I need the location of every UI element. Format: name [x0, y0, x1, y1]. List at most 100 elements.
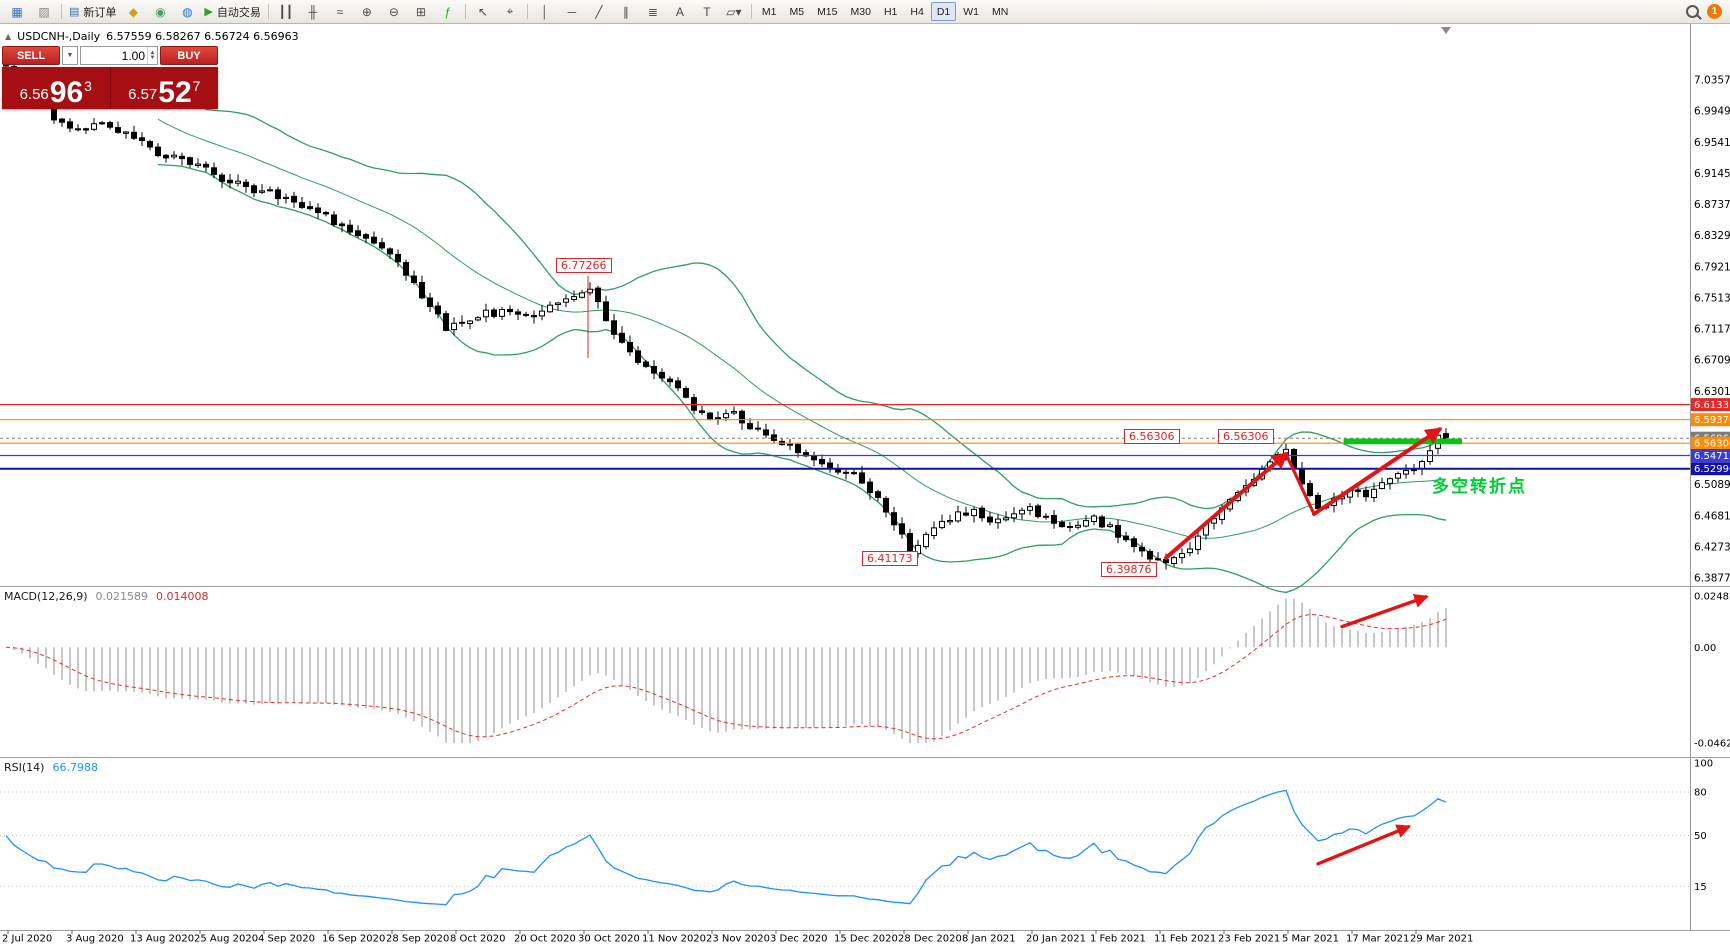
ask-price-pip: 7	[192, 78, 201, 94]
crosshair-icon[interactable]: ⌖	[506, 4, 514, 18]
svg-text:3 Aug 2020: 3 Aug 2020	[66, 934, 124, 945]
new-chart-icon[interactable]: ▦	[11, 4, 23, 19]
svg-text:20 Jan 2021: 20 Jan 2021	[1026, 934, 1086, 945]
search-icon[interactable]	[1686, 5, 1699, 18]
timeframe-mn[interactable]: MN	[992, 5, 1009, 18]
bid-price[interactable]: 6.56 96 3	[2, 67, 110, 109]
shapes-tool-icon[interactable]: ▱▾	[726, 4, 742, 19]
timeframe-m15[interactable]: M15	[817, 5, 838, 18]
channel-tool-icon[interactable]: ∥	[622, 4, 629, 19]
trendline-tool-icon[interactable]: ╱	[595, 4, 603, 19]
toolbar-separator	[526, 4, 528, 19]
svg-text:2 Jul 2020: 2 Jul 2020	[2, 934, 52, 945]
svg-text:28 Sep 2020: 28 Sep 2020	[386, 934, 449, 945]
svg-text:20 Oct 2020: 20 Oct 2020	[514, 934, 576, 945]
accounts-icon[interactable]: ◉	[155, 4, 166, 19]
svg-text:6.91450: 6.91450	[1694, 168, 1730, 180]
svg-text:6.46810: 6.46810	[1694, 510, 1730, 522]
community-icon[interactable]: ◍	[182, 4, 193, 19]
new-order-button[interactable]: ▤ 新订单	[66, 2, 119, 22]
chart-shift-marker	[1441, 27, 1451, 34]
macd-title-text: MACD(12,26,9)	[4, 590, 88, 603]
price-callout: 6.39876	[1101, 562, 1157, 577]
ask-price-prefix: 6.57	[128, 86, 158, 103]
rsi-value: 66.7988	[52, 761, 98, 774]
timeframe-d1[interactable]: D1	[930, 2, 957, 21]
svg-text:6.87370: 6.87370	[1694, 199, 1730, 211]
macd-panel-title: MACD(12,26,9) 0.021589 0.014008	[4, 590, 209, 603]
candlesticks	[3, 55, 1449, 570]
svg-text:15 Dec 2020: 15 Dec 2020	[834, 934, 898, 945]
price-callout: 6.56306	[1218, 429, 1274, 444]
zoom-in-icon[interactable]: ⊕	[361, 4, 372, 19]
svg-text:29 Mar 2021: 29 Mar 2021	[1410, 934, 1473, 945]
svg-text:0.00: 0.00	[1694, 643, 1716, 654]
timeframe-m1[interactable]: M1	[761, 5, 777, 18]
cursor-icon[interactable]: ↖	[477, 4, 488, 19]
indicator-layer	[0, 598, 1690, 906]
svg-text:4 Sep 2020: 4 Sep 2020	[258, 934, 315, 945]
svg-text:6.54712: 6.54712	[1694, 451, 1730, 462]
support-highlight-line	[1343, 438, 1462, 445]
svg-text:6.61331: 6.61331	[1694, 400, 1730, 411]
notification-badge[interactable]: 1	[1707, 4, 1722, 19]
buy-button[interactable]: BUY	[160, 46, 218, 65]
svg-text:0.024821: 0.024821	[1694, 592, 1730, 603]
svg-text:50: 50	[1694, 831, 1707, 842]
svg-text:17 Mar 2021: 17 Mar 2021	[1346, 934, 1409, 945]
bar-chart-icon[interactable]: ┃┃	[278, 4, 294, 19]
toolbar-separator	[267, 4, 269, 19]
collapse-trade-panel-icon[interactable]: ▲	[5, 32, 12, 41]
bid-price-prefix: 6.56	[19, 86, 49, 103]
candlestick-chart-icon[interactable]: ╫	[308, 4, 318, 19]
lot-dropdown-icon[interactable]: ▼	[62, 46, 78, 65]
chart-region: 7.03570 6.99490 6.95410 6.91450 6.87370 6.832…	[0, 24, 1730, 950]
zoom-out-icon[interactable]: ⊖	[388, 4, 399, 19]
autotrading-button[interactable]: ▶ 自动交易	[201, 2, 263, 22]
horizontal-line-tool-icon[interactable]: ─	[567, 4, 577, 19]
vertical-line-tool-icon[interactable]: │	[541, 4, 549, 19]
timeframe-w1[interactable]: W1	[963, 5, 979, 18]
sell-button[interactable]: SELL	[2, 46, 60, 65]
toolbar-separator	[61, 4, 62, 19]
svg-text:25 Aug 2020: 25 Aug 2020	[194, 934, 258, 945]
deposit-icon[interactable]: ◆	[128, 4, 139, 19]
ask-price[interactable]: 6.57 52 7	[111, 67, 219, 109]
profiles-icon[interactable]: ▨	[38, 4, 50, 19]
trend-arrow	[1164, 451, 1289, 560]
line-chart-icon[interactable]: ≈	[336, 4, 344, 19]
label-tool-icon[interactable]: T	[703, 4, 711, 19]
timeframe-m30[interactable]: M30	[850, 5, 871, 18]
rsi-title-text: RSI(14)	[4, 761, 45, 774]
toolbar-separator	[464, 4, 466, 19]
indicators-icon[interactable]: ƒ	[444, 4, 452, 19]
tile-windows-icon[interactable]: ⊞	[415, 4, 426, 19]
order-doc-icon: ▤	[69, 6, 80, 18]
macd-main-value: 0.021589	[95, 590, 149, 603]
timeframe-m5[interactable]: M5	[789, 5, 805, 18]
horizontal-levels: 6.613316.593706.569636.563066.547126.529…	[0, 398, 1730, 476]
svg-text:6.99490: 6.99490	[1694, 106, 1730, 118]
svg-text:3 Dec 2020: 3 Dec 2020	[770, 934, 828, 945]
chart-ohlc-values: 6.57559 6.58267 6.56724 6.56963	[106, 30, 299, 43]
lot-stepper[interactable]: ▲ ▼	[147, 47, 157, 64]
svg-text:16 Sep 2020: 16 Sep 2020	[322, 934, 385, 945]
text-tool-icon[interactable]: A	[675, 4, 684, 19]
svg-text:6.59370: 6.59370	[1694, 415, 1730, 426]
svg-text:1 Feb 2021: 1 Feb 2021	[1090, 934, 1146, 945]
fibonacci-tool-icon[interactable]: ≣	[647, 4, 658, 19]
timeframe-h1[interactable]: H1	[883, 5, 898, 18]
svg-text:6.38770: 6.38770	[1694, 573, 1730, 585]
svg-text:6.50890: 6.50890	[1694, 479, 1730, 491]
price-divider	[109, 67, 111, 109]
chart-canvas[interactable]: 7.03570 6.99490 6.95410 6.91450 6.87370 6.832…	[0, 24, 1730, 950]
svg-text:30 Oct 2020: 30 Oct 2020	[578, 934, 640, 945]
price-callout: 6.41173	[862, 551, 918, 566]
svg-text:6.67090: 6.67090	[1694, 355, 1730, 367]
svg-text:11 Nov 2020: 11 Nov 2020	[642, 934, 706, 945]
lot-size-input[interactable]	[81, 47, 148, 64]
svg-text:6.56306: 6.56306	[1694, 439, 1730, 450]
svg-text:11 Feb 2021: 11 Feb 2021	[1154, 934, 1216, 945]
ask-price-big: 52	[158, 76, 192, 109]
timeframe-h4[interactable]: H4	[910, 5, 924, 18]
